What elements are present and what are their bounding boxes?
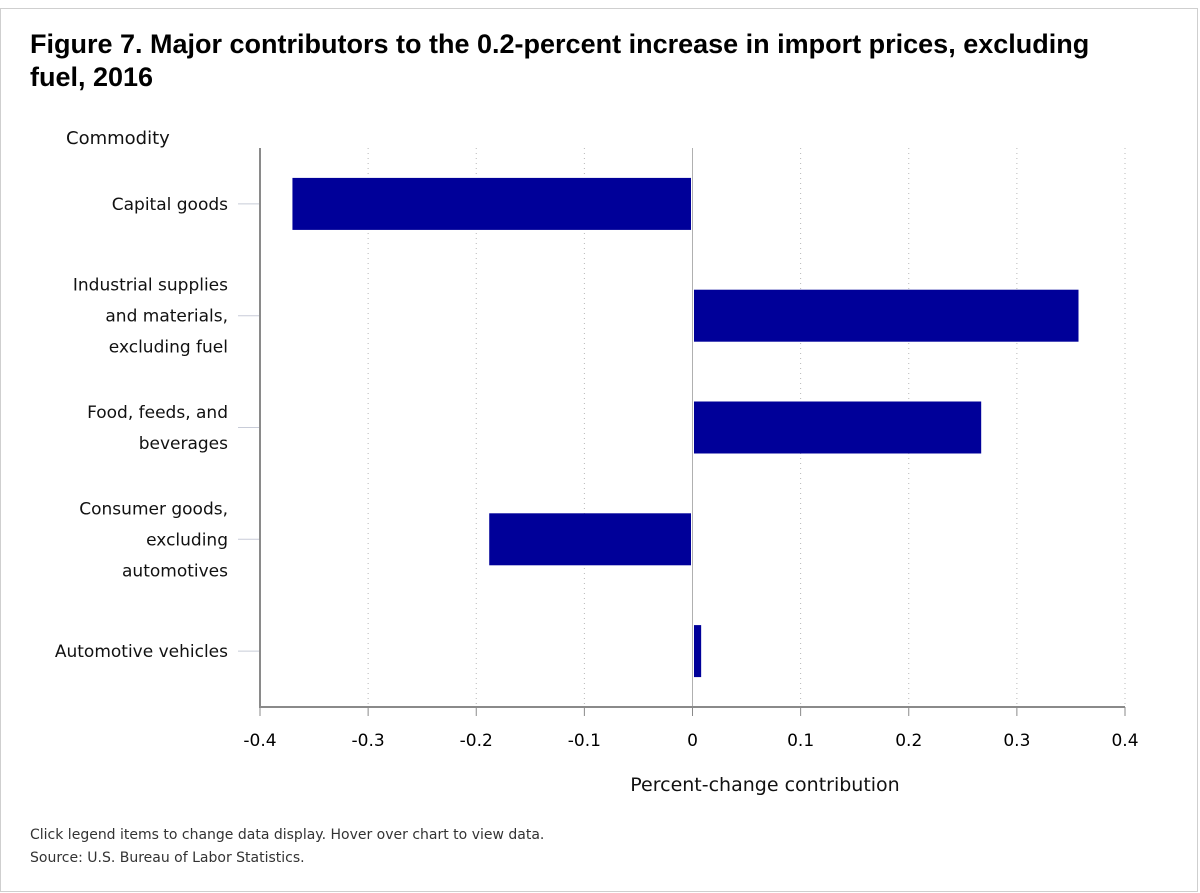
bar-4[interactable] xyxy=(694,625,702,678)
category-label-0: Capital goods xyxy=(112,195,228,215)
bar-0[interactable] xyxy=(292,177,691,230)
x-tick-label-5: 0.1 xyxy=(787,731,814,751)
figure-title: Figure 7. Major contributors to the 0.2-… xyxy=(30,29,1090,92)
x-tick-label-7: 0.3 xyxy=(1003,731,1030,751)
category-label-3: Consumer goods, excluding automotives xyxy=(79,499,228,581)
bar-3[interactable] xyxy=(489,513,691,566)
x-tick-label-8: 0.4 xyxy=(1111,731,1138,751)
category-label-1: Industrial supplies and materials, excludi… xyxy=(73,276,228,358)
labels: -0.4 -0.3 -0.2 -0.1 0 0.1 0.2 0.3 0.4 Capital goo… xyxy=(55,128,1139,796)
x-tick-label-3: -0.1 xyxy=(568,731,601,751)
bar-2[interactable] xyxy=(694,401,982,454)
axes xyxy=(238,148,1126,716)
category-label-2: Food, feeds, and beverages xyxy=(87,403,228,454)
bars[interactable] xyxy=(292,177,1079,678)
x-tick-label-0: -0.4 xyxy=(243,731,276,751)
x-tick-label-1: -0.3 xyxy=(352,731,385,751)
figure-notes: Click legend items to change data displa… xyxy=(30,824,544,870)
bar-1[interactable] xyxy=(694,289,1079,342)
category-label-4: Automotive vehicles xyxy=(55,642,228,662)
x-axis-title: Percent-change contribution xyxy=(630,774,899,796)
chart-instruction: Click legend items to change data displa… xyxy=(30,827,545,843)
category-axis-title: Commodity xyxy=(66,128,170,149)
source-note: Source: U.S. Bureau of Labor Statistics. xyxy=(30,850,305,866)
x-tick-label-4: 0 xyxy=(687,731,698,751)
x-tick-label-6: 0.2 xyxy=(895,731,922,751)
figure-frame xyxy=(0,8,1198,892)
x-tick-label-2: -0.2 xyxy=(460,731,493,751)
